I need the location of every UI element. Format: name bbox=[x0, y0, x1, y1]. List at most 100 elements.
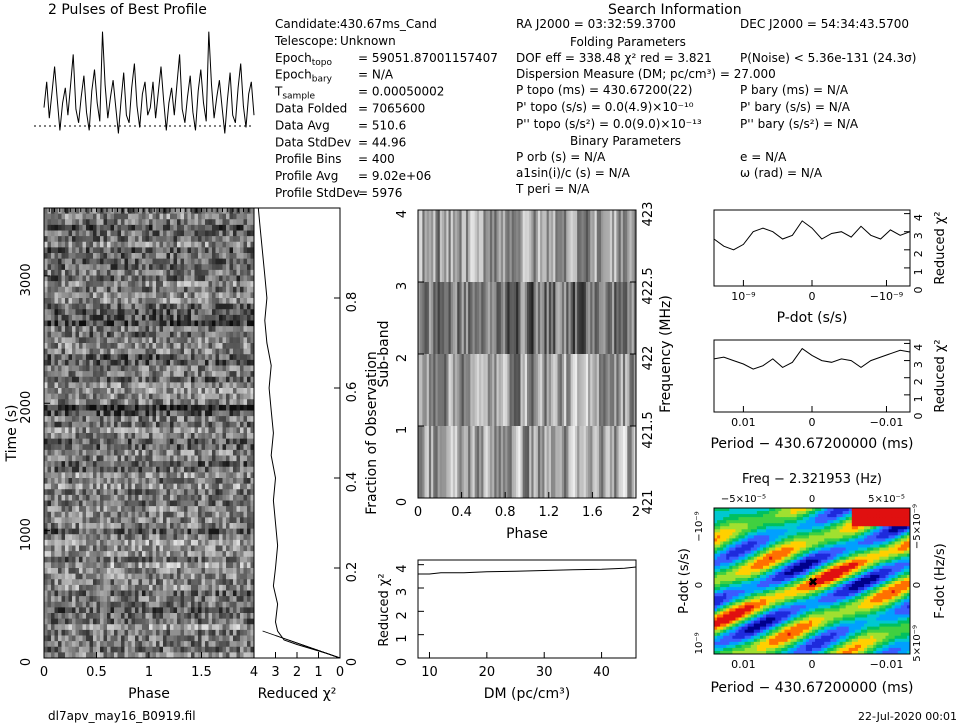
heat-cell bbox=[177, 258, 181, 265]
heat-cell bbox=[93, 371, 97, 378]
heat-cell bbox=[226, 343, 230, 350]
heat-cell bbox=[166, 388, 171, 395]
heat-cell bbox=[96, 236, 101, 243]
heat-cell bbox=[89, 275, 94, 282]
heat-cell bbox=[100, 506, 104, 513]
heat-cell bbox=[93, 556, 97, 563]
heat-cell bbox=[205, 258, 209, 265]
heat-cell bbox=[191, 590, 195, 597]
heat-cell bbox=[103, 359, 108, 366]
heat-cell bbox=[184, 618, 188, 625]
heat-cell bbox=[131, 309, 136, 316]
heat-cell bbox=[89, 286, 94, 293]
heat-cell bbox=[124, 382, 129, 389]
heat-cell bbox=[124, 579, 129, 586]
heat-cell bbox=[124, 359, 129, 366]
heat-cell bbox=[233, 556, 237, 563]
heat-cell bbox=[131, 449, 136, 456]
heat-cell bbox=[194, 224, 199, 231]
heat-cell bbox=[72, 382, 76, 389]
heat-cell bbox=[226, 601, 230, 608]
heat-cell bbox=[187, 258, 192, 265]
heat-cell bbox=[191, 275, 195, 282]
heat-cell bbox=[240, 466, 244, 473]
heat-cell bbox=[96, 483, 101, 490]
heat-cell bbox=[86, 455, 90, 462]
heat-cell bbox=[243, 320, 248, 327]
heat-cell bbox=[229, 388, 234, 395]
heat-cell bbox=[166, 438, 171, 445]
heat-cell bbox=[180, 224, 185, 231]
heat-cell bbox=[54, 348, 59, 355]
subband-cell bbox=[437, 282, 441, 354]
heat-cell bbox=[219, 635, 223, 642]
heat-cell bbox=[135, 393, 139, 400]
heat-cell bbox=[243, 556, 248, 563]
heat-cell bbox=[58, 247, 62, 254]
subband-cell bbox=[507, 210, 510, 282]
heat-cell bbox=[61, 337, 66, 344]
heat-cell bbox=[82, 461, 87, 468]
heat-cell bbox=[75, 635, 80, 642]
heat-cell bbox=[173, 444, 178, 451]
heat-cell bbox=[44, 219, 48, 226]
heat-cell bbox=[215, 247, 220, 254]
heat-cell bbox=[212, 410, 216, 417]
heat-cell bbox=[68, 551, 73, 558]
subband-cell bbox=[574, 210, 578, 282]
heat-cell bbox=[191, 483, 195, 490]
heat-cell bbox=[89, 449, 94, 456]
heat-cell bbox=[138, 343, 143, 350]
heat-cell bbox=[79, 472, 83, 479]
heat-cell bbox=[142, 613, 146, 620]
heat-cell bbox=[128, 562, 132, 569]
heat-cell bbox=[142, 438, 146, 445]
heat-cell bbox=[128, 382, 132, 389]
heat-cell bbox=[117, 354, 122, 361]
heat-cell bbox=[93, 348, 97, 355]
heat-cell bbox=[212, 230, 216, 237]
heat-cell bbox=[240, 388, 244, 395]
heat-cell bbox=[110, 399, 115, 406]
heat-cell bbox=[149, 646, 153, 653]
heat-cell bbox=[142, 517, 146, 524]
heat-cell bbox=[93, 646, 97, 653]
heat-cell bbox=[191, 247, 195, 254]
heat-cell bbox=[58, 348, 62, 355]
heat-cell bbox=[215, 433, 220, 440]
heat-cell bbox=[236, 455, 241, 462]
heat-cell bbox=[177, 399, 181, 406]
heat-cell bbox=[156, 539, 160, 546]
heat-cell bbox=[89, 618, 94, 625]
heat-cell bbox=[138, 635, 143, 642]
heat-cell bbox=[44, 523, 48, 530]
heat-cell bbox=[128, 584, 132, 591]
heat-cell bbox=[208, 629, 213, 636]
subband-cell bbox=[450, 210, 454, 282]
heat-cell bbox=[250, 320, 255, 327]
heat-cell bbox=[82, 573, 87, 580]
heat-cell bbox=[205, 629, 209, 636]
heat-cell bbox=[110, 359, 115, 366]
heat-cell bbox=[68, 309, 73, 316]
heat-cell bbox=[114, 573, 118, 580]
heat-cell bbox=[166, 601, 171, 608]
heat-cell bbox=[142, 281, 146, 288]
heat-cell bbox=[86, 320, 90, 327]
heat-cell bbox=[180, 253, 185, 260]
heat-cell bbox=[205, 449, 209, 456]
heat-cell bbox=[208, 393, 213, 400]
heat-cell bbox=[201, 556, 206, 563]
heat-cell bbox=[247, 309, 251, 316]
subband-cell bbox=[559, 282, 563, 354]
heat-cell bbox=[149, 376, 153, 383]
heat-cell bbox=[215, 478, 220, 485]
subband-cell bbox=[609, 282, 613, 354]
heat-cell bbox=[170, 213, 174, 220]
heat-cell bbox=[124, 236, 129, 243]
heat-cell bbox=[110, 258, 115, 265]
heat-cell bbox=[75, 286, 80, 293]
heat-cell bbox=[86, 483, 90, 490]
heat-cell bbox=[135, 618, 139, 625]
heat-cell bbox=[194, 545, 199, 552]
